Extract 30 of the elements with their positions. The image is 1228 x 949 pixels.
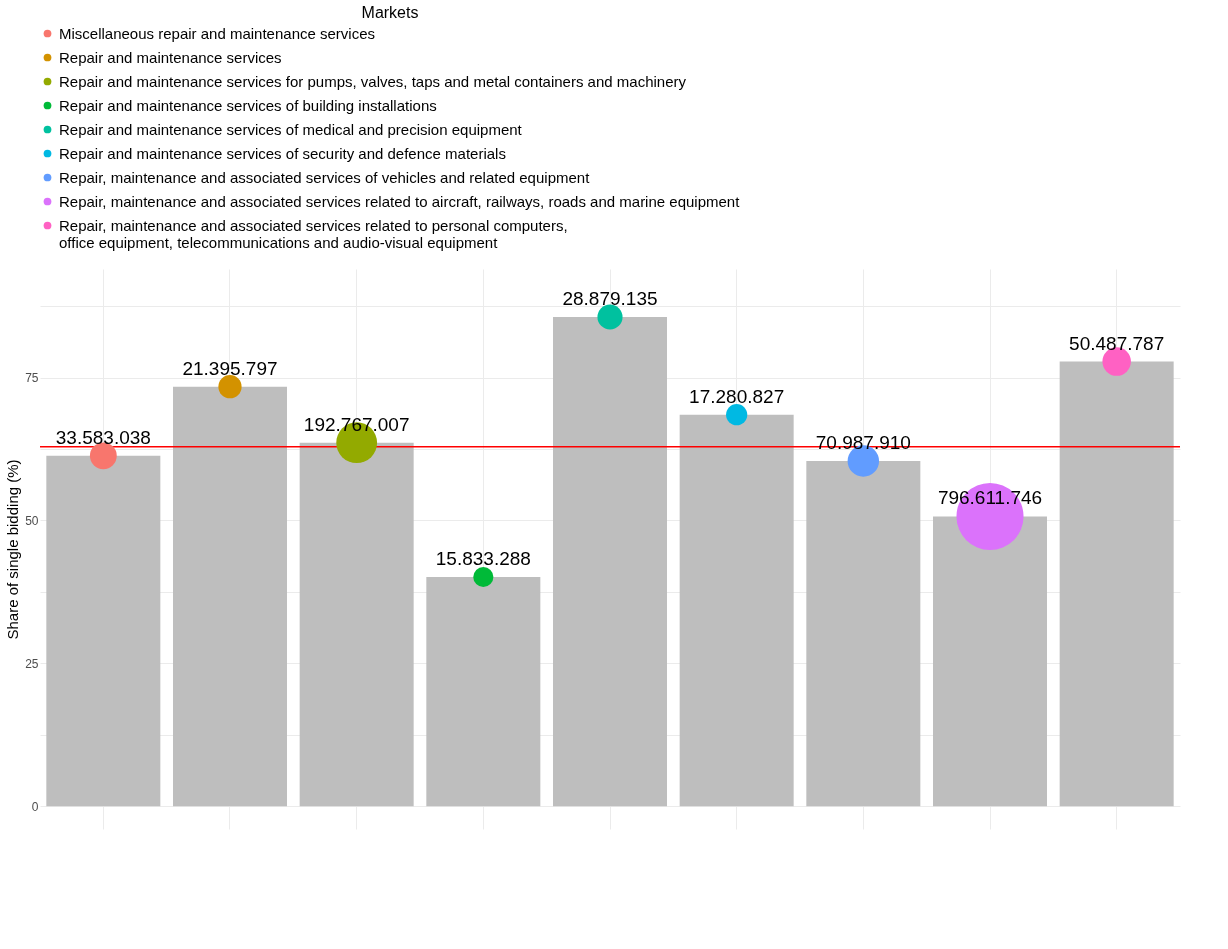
- bar: [806, 461, 921, 807]
- legend-label: Repair and maintenance services for pumps, valves, taps and metal containers and machinery: [59, 72, 687, 90]
- annotation: 28.879.135: [562, 288, 658, 309]
- annotation: 21.395.797: [182, 357, 278, 379]
- bar: [1059, 361, 1174, 807]
- legend-label: Repair, maintenance and associated services related to personal computers, office equipment, telecommunications and audio-visual equipment: [59, 216, 568, 251]
- y-tick-label: 25: [25, 656, 39, 671]
- legend-label: Repair and maintenance services of medical and precision equipment: [59, 120, 523, 138]
- bar: [553, 317, 667, 807]
- bar: [299, 442, 414, 807]
- legend-label: Repair and maintenance services: [59, 48, 282, 66]
- y-tick-label: 75: [25, 371, 39, 386]
- legend-label: Repair, maintenance and associated services of vehicles and related equipment: [59, 168, 591, 186]
- y-axis-title: Share of single bidding (%): [4, 459, 22, 640]
- annotation: 33.583.038: [55, 426, 151, 448]
- bar: [46, 455, 161, 807]
- y-tick-label: 50: [25, 513, 39, 528]
- legend-label: Repair and maintenance services of building installations: [59, 96, 437, 114]
- annotation: 17.280.827: [689, 385, 785, 407]
- legend-label: Miscellaneous repair and maintenance services: [59, 24, 375, 42]
- annotation: 192.767.007: [303, 413, 410, 435]
- legend-label: Repair, maintenance and associated services related to aircraft, railways, roads and marine equipment: [59, 192, 741, 210]
- y-tick-label: 0: [31, 799, 39, 814]
- annotation: 15.833.288: [435, 548, 531, 569]
- bar: [426, 577, 541, 807]
- bar: [173, 386, 287, 807]
- annotation: 50.487.787: [1069, 332, 1165, 354]
- legend-label: Repair and maintenance services of security and defence materials: [59, 144, 506, 162]
- legend-title: Markets: [361, 4, 419, 21]
- bar: [679, 414, 794, 807]
